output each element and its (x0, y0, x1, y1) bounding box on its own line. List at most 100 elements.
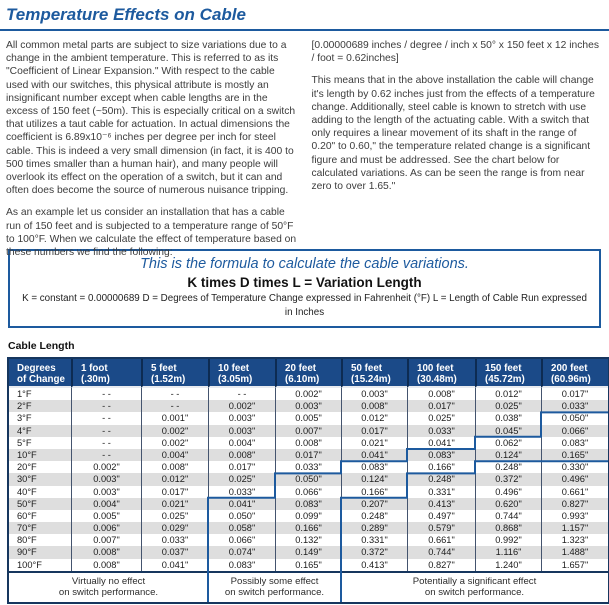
value-cell: 0.033" (208, 485, 275, 498)
footer-zone: Potentially a significant effect on swit… (341, 570, 608, 602)
degrees-cell: 3°F (17, 413, 32, 424)
value-cell: - - (71, 448, 141, 462)
value-cell: 0.744" (407, 546, 475, 559)
degrees-cell: 90°F (9, 546, 71, 559)
value-cell: 0.496" (541, 473, 608, 486)
value-cell: 0.021" (141, 497, 208, 510)
value-cell: 1.240" (475, 558, 541, 571)
value-cell: 0.099" (275, 509, 341, 523)
degrees-cell: 80°F (17, 535, 37, 546)
value-cell: 0.827" (407, 558, 475, 571)
value-cell: 0.083" (541, 436, 608, 449)
column-header: 100 feet (30.48m) (407, 359, 475, 388)
value-cell: - - (71, 412, 141, 425)
value-cell: 0.003" (341, 388, 407, 401)
value-cell: 0.021" (341, 436, 407, 449)
value-cell: 0.620" (475, 497, 541, 510)
value-cell: 0.166" (341, 485, 407, 498)
value-cell: 0.579" (407, 522, 475, 535)
value-cell: 0.025" (208, 473, 275, 486)
value-cell: 0.002" (141, 424, 208, 437)
value-cell: 0.827" (541, 497, 608, 510)
intro-right-column: [0.00000689 inches / degree / inch x 50°… (312, 39, 604, 249)
value-cell: 0.083" (208, 558, 275, 571)
value-cell: 0.025" (475, 400, 541, 413)
value-cell: 0.008" (71, 546, 141, 559)
formula-heading: This is the formula to calculate the cab… (140, 256, 469, 272)
value-cell: 0.661" (541, 485, 608, 498)
value-cell: 0.413" (407, 497, 475, 510)
degrees-cell: 1°F (17, 389, 32, 399)
value-cell: 0.002" (208, 400, 275, 413)
degrees-cell: 40°F (17, 486, 37, 497)
value-cell: 0.008" (275, 436, 341, 449)
cable-variation-table: Degrees of Change 1 foot (.30m) 5 feet (1.… (7, 357, 609, 604)
value-cell: 0.062" (475, 436, 541, 449)
formula-legend: K = constant = 0.00000689 D = Degrees of… (22, 293, 587, 318)
value-cell: 0.041" (141, 558, 208, 571)
title-divider (0, 29, 609, 31)
value-cell: 0.413" (341, 558, 407, 571)
column-header: 10 feet (3.05m) (208, 359, 275, 388)
value-cell: 0.132" (275, 534, 341, 547)
value-cell: 0.003" (71, 473, 141, 486)
value-cell: 0.124" (341, 473, 407, 486)
page-title: Temperature Effects on Cable (6, 5, 246, 24)
degrees-cell: 5°F (17, 437, 32, 448)
degrees-cell: 100°F (17, 559, 42, 570)
degrees-cell: 20°F (17, 462, 37, 473)
value-cell: 0.041" (407, 436, 475, 449)
degrees-cell: 2°F (9, 400, 71, 413)
value-cell: 0.207" (341, 497, 407, 510)
value-cell: 1.323" (541, 534, 608, 547)
value-cell: 0.165" (541, 448, 608, 462)
value-cell: 0.003" (71, 485, 141, 498)
value-cell: 0.248" (341, 509, 407, 523)
footer-zone: Possibly some effect on switch performan… (208, 570, 341, 602)
value-cell: 0.372" (341, 546, 407, 559)
column-header: 200 feet (60.96m) (541, 359, 608, 388)
degrees-cell: 4°F (9, 424, 71, 437)
intro-paragraph-3: This means that in the above installatio… (311, 75, 595, 193)
value-cell: 0.050" (208, 509, 275, 523)
value-cell: 0.661" (407, 534, 475, 547)
value-cell: 0.008" (407, 388, 475, 401)
value-cell: 1.157" (541, 522, 608, 535)
value-cell: 0.992" (475, 534, 541, 547)
value-cell: 0.074" (208, 546, 275, 559)
value-cell: 0.058" (208, 522, 275, 535)
value-cell: 0.007" (275, 424, 341, 437)
document-page: Temperature Effects on Cable All common … (0, 5, 609, 605)
table-label: Cable Length (8, 340, 75, 352)
value-cell: 0.029" (141, 522, 208, 535)
column-header: 150 feet (45.72m) (475, 359, 541, 388)
value-cell: 0.496" (475, 485, 541, 498)
value-cell: 0.033" (407, 424, 475, 437)
value-cell: 0.868" (475, 522, 541, 535)
value-cell: 0.006" (71, 522, 141, 535)
value-cell: 0.025" (141, 509, 208, 523)
value-cell: - - (208, 388, 275, 401)
intro-paragraph-1: All common metal parts are subject to si… (6, 40, 296, 197)
value-cell: 0.002" (275, 388, 341, 401)
value-cell: 0.744" (475, 509, 541, 523)
value-cell: 0.166" (275, 522, 341, 535)
value-cell: 0.045" (475, 424, 541, 437)
value-cell: 0.083" (275, 497, 341, 510)
value-cell: 0.008" (341, 400, 407, 413)
value-cell: 0.008" (208, 448, 275, 462)
value-cell: 0.124" (475, 448, 541, 462)
value-cell: 0.007" (71, 534, 141, 547)
value-cell: 0.066" (208, 534, 275, 547)
value-cell: 1.488" (541, 546, 608, 559)
value-cell: 0.993" (541, 509, 608, 523)
value-cell: - - (71, 424, 141, 437)
value-cell: 0.017" (407, 400, 475, 413)
value-cell: 0.002" (71, 461, 141, 474)
value-cell: 0.066" (275, 485, 341, 498)
value-cell: 0.017" (275, 448, 341, 462)
value-cell: 0.149" (275, 546, 341, 559)
value-cell: 0.004" (208, 436, 275, 449)
value-cell: 0.012" (341, 412, 407, 425)
value-cell: 0.066" (541, 424, 608, 437)
